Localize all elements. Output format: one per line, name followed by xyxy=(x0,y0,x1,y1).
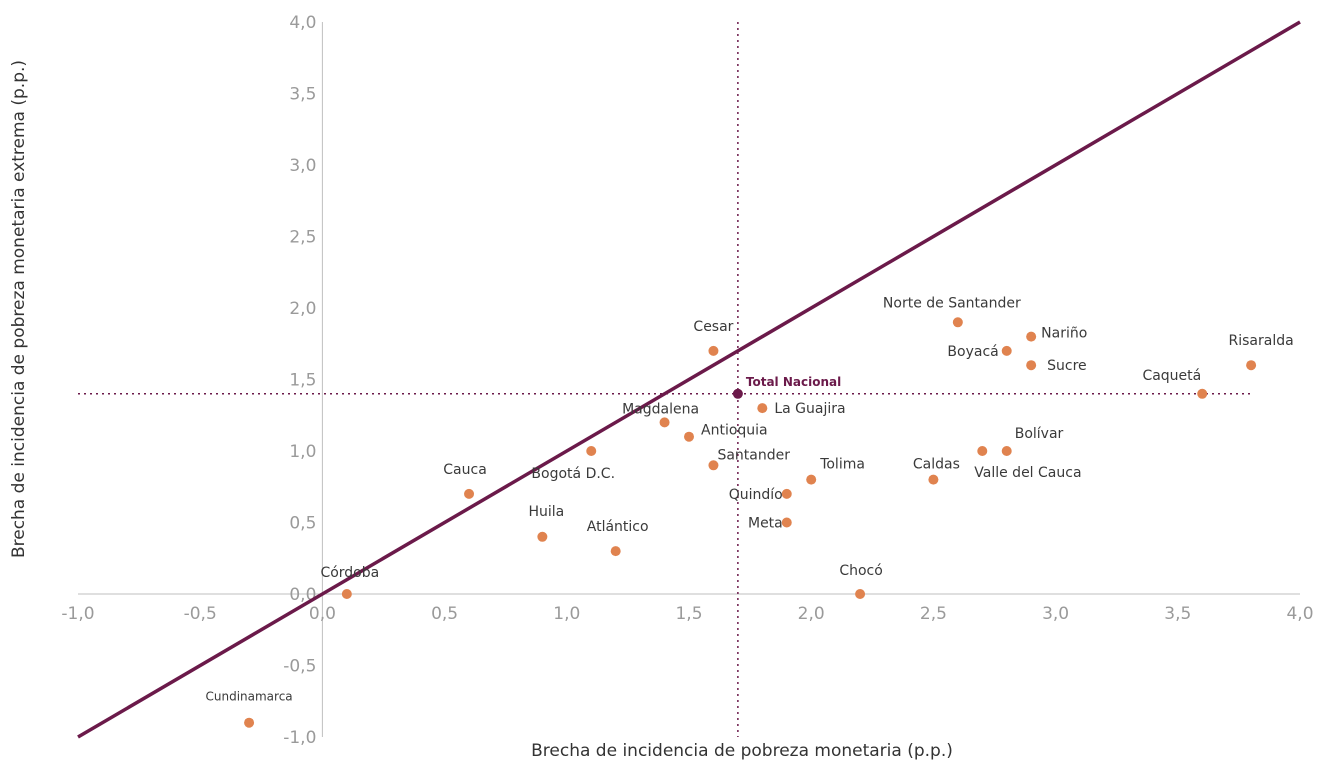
y-axis-title: Brecha de incidencia de pobreza monetari… xyxy=(9,60,29,558)
x-tick-label: -1,0 xyxy=(61,604,94,624)
data-point xyxy=(855,589,866,599)
point-label: Quindío xyxy=(729,487,783,503)
x-tick-label: 2,0 xyxy=(798,604,825,624)
data-point xyxy=(952,317,963,328)
point-label: Boyacá xyxy=(947,344,998,360)
point-label: Huila xyxy=(528,504,564,520)
point-label: Cundinamarca xyxy=(205,690,292,704)
point-label: Tolima xyxy=(819,457,865,473)
data-point xyxy=(1001,446,1012,456)
x-tick-label: 0,0 xyxy=(309,604,336,624)
point-label: Bogotá D.C. xyxy=(531,466,615,482)
point-label: Córdoba xyxy=(320,565,379,581)
y-tick-label: 3,5 xyxy=(289,85,316,105)
x-tick-label: 4,0 xyxy=(1286,604,1313,624)
point-label: Cesar xyxy=(693,319,733,335)
y-tick-label: 3,0 xyxy=(289,156,316,176)
data-point xyxy=(781,488,792,499)
y-tick-label: 4,0 xyxy=(289,13,316,33)
point-label: Magdalena xyxy=(622,401,699,417)
data-point xyxy=(684,431,694,442)
point-label: Antioquia xyxy=(701,423,768,439)
data-point xyxy=(757,403,768,414)
point-label: La Guajira xyxy=(774,401,845,417)
x-tick-label: -0,5 xyxy=(184,604,217,624)
x-tick-label: 3,0 xyxy=(1042,604,1069,624)
reference-point xyxy=(732,388,743,399)
data-point xyxy=(781,517,792,528)
point-label: Atlántico xyxy=(587,519,649,535)
x-tick-label: 1,5 xyxy=(675,604,702,624)
data-point xyxy=(1246,360,1257,371)
reference-point-label: Total Nacional xyxy=(746,375,841,389)
x-axis-title: Brecha de incidencia de pobreza monetari… xyxy=(531,741,953,761)
y-tick-label: 1,0 xyxy=(289,442,316,462)
point-label: Caldas xyxy=(913,457,960,473)
data-point xyxy=(708,345,719,356)
point-label: Meta xyxy=(748,516,783,532)
point-label: Chocó xyxy=(839,563,882,579)
data-point xyxy=(341,589,352,599)
data-point xyxy=(659,417,670,428)
data-point xyxy=(928,474,939,485)
data-point xyxy=(1026,360,1037,371)
y-tick-label: -1,0 xyxy=(283,728,316,748)
data-point xyxy=(1026,331,1037,342)
data-point xyxy=(464,488,475,499)
point-label: Caquetá xyxy=(1142,368,1201,384)
data-point xyxy=(806,474,817,485)
y-tick-label: 0,5 xyxy=(289,514,316,534)
y-tick-label: -0,5 xyxy=(283,657,316,677)
point-label: Santander xyxy=(717,447,790,463)
x-tick-label: 1,0 xyxy=(553,604,580,624)
data-point xyxy=(610,546,621,557)
point-label: Nariño xyxy=(1041,326,1087,342)
point-label: Risaralda xyxy=(1229,333,1294,349)
point-label: Norte de Santander xyxy=(883,295,1021,311)
data-point xyxy=(1197,388,1208,399)
data-point xyxy=(586,446,597,456)
y-tick-label: 2,0 xyxy=(289,299,316,319)
data-point xyxy=(537,531,548,542)
x-tick-label: 0,5 xyxy=(431,604,458,624)
point-label: Bolívar xyxy=(1015,426,1064,442)
data-point xyxy=(977,446,988,456)
x-tick-label: 3,5 xyxy=(1164,604,1191,624)
y-tick-label: 2,5 xyxy=(289,228,316,248)
point-label: Sucre xyxy=(1047,358,1087,374)
y-tick-label: 0,0 xyxy=(289,585,316,605)
x-tick-label: 2,5 xyxy=(920,604,947,624)
point-label: Valle del Cauca xyxy=(974,465,1081,481)
data-point xyxy=(244,717,255,728)
data-point xyxy=(1001,345,1012,356)
y-tick-label: 1,5 xyxy=(289,371,316,391)
diagonal-line xyxy=(77,20,1301,739)
point-label: Cauca xyxy=(443,462,487,478)
data-point xyxy=(708,460,719,471)
